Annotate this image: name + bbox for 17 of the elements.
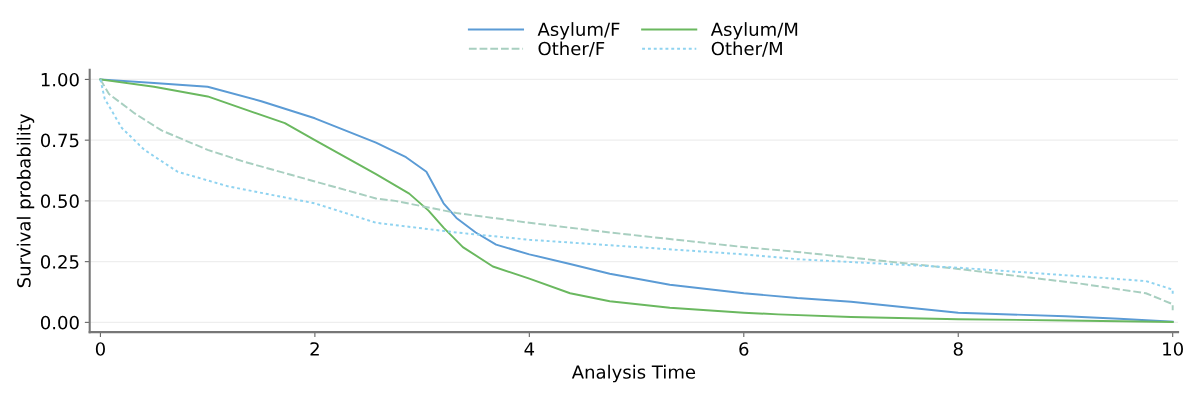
y-tick-label: 0.50 [40,194,79,209]
x-tick-label: 8 [953,342,963,356]
y-tick-label: 0.75 [40,133,79,148]
y-tick-label: 0.25 [40,255,79,269]
y-tick-label: 0.00 [40,315,79,330]
legend-label: Other/F [538,41,605,57]
x-tick-label: 4 [524,342,535,356]
x-tick-label: 10 [1163,342,1183,356]
legend-label: Asylum/M [710,22,798,40]
y-axis-title: Survival probability [16,114,35,288]
x-tick-label: 6 [739,342,749,356]
x-tick-label: 0 [95,342,105,356]
x-tick-label: 2 [310,342,319,356]
legend-label: Other/M [711,41,782,57]
x-axis-title: Analysis Time [571,364,696,383]
y-tick-label: 1.00 [41,72,79,87]
legend-label: Asylum/F [537,22,620,40]
